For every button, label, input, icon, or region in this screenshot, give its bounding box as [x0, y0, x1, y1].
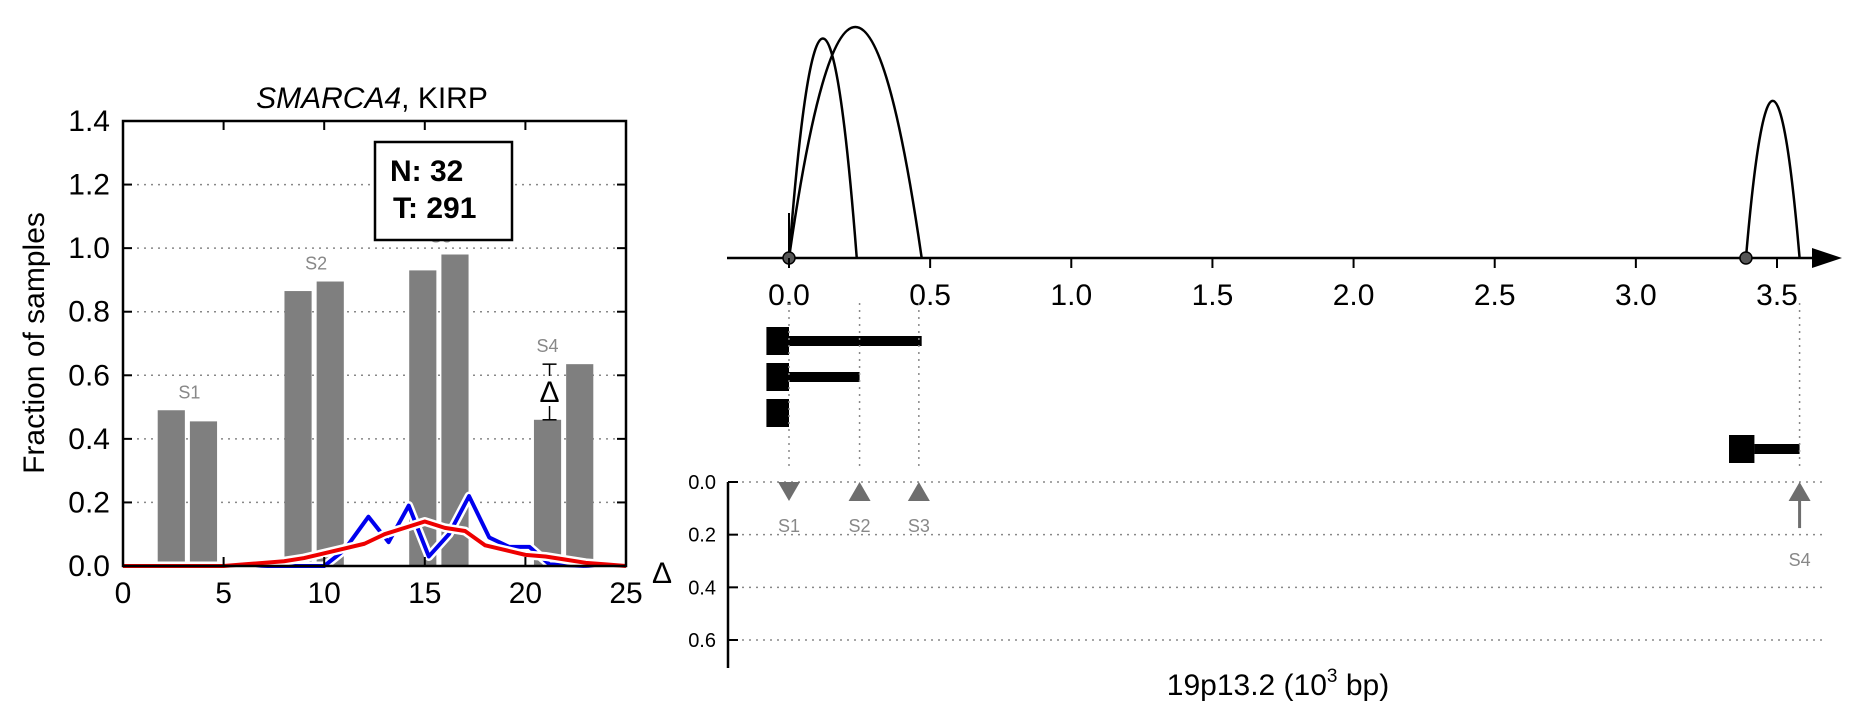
normal-count: N: 32	[390, 155, 463, 188]
genome-tick-label: 2.5	[1474, 279, 1516, 312]
site-label: S4	[537, 336, 559, 356]
bar	[316, 281, 344, 566]
sample-count-box: N: 32 T: 291	[373, 140, 514, 242]
bar	[157, 410, 185, 566]
site-dot	[1739, 251, 1753, 265]
genome-x-label-exp: 3	[1327, 666, 1338, 687]
junction-arcs	[787, 25, 1801, 259]
delta-ticks: 0.0 0.2 0.4 0.6	[688, 472, 738, 652]
y-ticks: 0.0 0.2 0.4 0.6 0.8 1.0 1.2 1.4	[68, 105, 626, 583]
genome-x-ticks: 0.0 0.5 1.0 1.5 2.0 2.5 3.0 3.5	[768, 258, 1798, 312]
junction-arc	[787, 37, 858, 259]
site-label: S1	[178, 382, 200, 402]
y-tick-label: 0.2	[68, 486, 110, 519]
site-label: S4	[1789, 550, 1811, 570]
site-triangle-up	[907, 482, 930, 501]
genome-tick-label: 1.5	[1192, 279, 1234, 312]
delta-gridlines	[728, 481, 1825, 641]
count-box-frame	[373, 140, 514, 242]
transcript-intron	[789, 372, 860, 382]
transcript-exon	[766, 399, 789, 427]
site-label: S2	[849, 516, 871, 536]
delta-tick-label: 0.2	[688, 525, 716, 547]
x-tick-label: 10	[308, 577, 341, 610]
genome-tick-label: 1.0	[1050, 279, 1092, 312]
y-tick-label: 0.0	[68, 550, 110, 583]
y-tick-label: 1.0	[68, 232, 110, 265]
x-ticks: 0 5 10 15 20 25	[115, 121, 643, 610]
genome-x-label: 19p13.2 (103 bp)	[1167, 666, 1389, 702]
bar	[284, 291, 312, 566]
transcript-intron	[1754, 444, 1800, 454]
genome-x-label-main: 19p13.2 (10	[1167, 669, 1327, 702]
junction-arc	[1744, 100, 1801, 259]
y-tick-label: 1.2	[68, 169, 110, 202]
site-label: S1	[778, 516, 800, 536]
transcripts	[766, 327, 1800, 463]
delta-axis-label: Δ	[652, 557, 672, 590]
series-line	[123, 519, 627, 568]
x-tick-label: 5	[215, 577, 232, 610]
genome-tick-label: 3.5	[1756, 279, 1798, 312]
title-rest: , KIRP	[401, 82, 488, 115]
y-tick-label: 0.4	[68, 423, 110, 456]
tumor-count: T: 291	[393, 192, 476, 225]
x-tick-label: 25	[609, 577, 642, 610]
bar	[533, 419, 562, 566]
genome-tick-label: 0.5	[909, 279, 951, 312]
delta-tick-label: 0.0	[688, 472, 716, 494]
bar	[566, 364, 594, 566]
plot-frame	[121, 119, 628, 568]
title-gene: SMARCA4	[256, 82, 401, 115]
genome-x-label-tail: bp)	[1338, 669, 1390, 702]
site-label: S3	[908, 516, 930, 536]
x-tick-label: 0	[115, 577, 132, 610]
site-triangle-down	[778, 482, 800, 501]
transcript-exon	[766, 327, 789, 355]
delta-label: Δ	[540, 376, 560, 409]
y-tick-label: 0.6	[68, 359, 110, 392]
bar	[189, 421, 218, 566]
site-triangle-up	[1788, 482, 1811, 501]
site-markers: S1 S2 S3 S4	[778, 303, 1811, 570]
site-triangle-up	[848, 482, 871, 501]
chart-title: SMARCA4, KIRP	[256, 82, 488, 115]
axis-arrow-head	[1812, 248, 1842, 268]
x-tick-label: 15	[408, 577, 441, 610]
y-tick-label: 0.8	[68, 296, 110, 329]
delta-tick-label: 0.6	[688, 630, 716, 652]
site-label: S2	[305, 254, 327, 274]
transcript-exon	[766, 363, 789, 391]
genome-tick-label: 3.0	[1615, 279, 1657, 312]
right-panel: 0.0 0.5 1.0 1.5 2.0 2.5 3.0 3.5 0.00.20.40.6 Δ …	[652, 25, 1842, 702]
x-tick-label: 20	[509, 577, 542, 610]
y-tick-label: 1.4	[68, 105, 110, 138]
genome-axis	[727, 248, 1842, 268]
bars	[157, 254, 594, 566]
delta-label-bg	[537, 375, 562, 406]
delta-marker: Δ	[537, 363, 562, 421]
transcript-intron	[789, 336, 922, 346]
genome-tick-label: 2.0	[1333, 279, 1375, 312]
y-axis-label: Fraction of samples	[18, 212, 51, 474]
junction-arc	[787, 25, 923, 259]
transcript-exon	[1729, 435, 1755, 463]
delta-tick-label: 0.4	[688, 577, 716, 599]
genome-tick-label: 0.0	[768, 279, 810, 312]
